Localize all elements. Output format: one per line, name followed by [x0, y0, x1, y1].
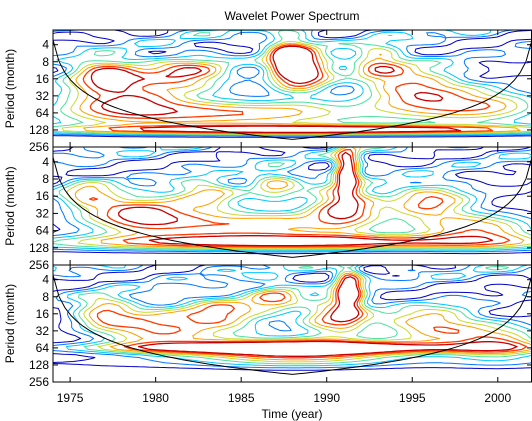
y-axis-label: Period (month) [3, 166, 17, 245]
contour-level-3 [53, 30, 532, 136]
panels-layer: 4 8 16 32 64 128 256 Period (month) 4 8 16 32 64 128 2… [3, 29, 532, 389]
cone-of-influence [53, 274, 532, 375]
contour-level-6 [74, 147, 525, 249]
y-tick-label: 64 [36, 224, 50, 238]
panel-3: 4 8 16 32 64 128 256 Period (month) [3, 264, 532, 389]
contour-level-5 [83, 271, 532, 363]
contour-level-6 [75, 43, 521, 135]
x-tick-label: 1985 [228, 391, 255, 405]
contour-level-7 [96, 274, 528, 359]
x-axis: 1975 1980 1985 1990 1995 2000 [57, 30, 511, 405]
x-tick-label: 1980 [142, 391, 169, 405]
contour-level-8 [117, 151, 494, 247]
contour-level-8 [137, 276, 518, 357]
contour-level-7 [89, 149, 511, 248]
x-tick-label: 1975 [57, 391, 84, 405]
panel-2: 4 8 16 32 64 128 256 Period (month) [3, 146, 532, 272]
x-axis-label: Time (year) [262, 407, 323, 421]
y-tick-label: 16 [36, 189, 50, 203]
y-tick-label: 128 [29, 123, 49, 137]
y-tick-label: 4 [42, 38, 49, 52]
contour-level-4 [53, 30, 532, 136]
y-tick-label: 64 [36, 341, 50, 355]
y-tick-label: 4 [42, 155, 49, 169]
y-tick-label: 256 [29, 258, 49, 272]
contour-level-1 [53, 265, 532, 371]
y-tick-label: 8 [42, 55, 49, 69]
y-tick-label: 8 [42, 172, 49, 186]
y-tick-label: 32 [36, 324, 50, 338]
y-tick-label: 64 [36, 106, 50, 120]
y-tick-label: 4 [42, 273, 49, 287]
contour-group [53, 265, 532, 371]
y-axis-label: Period (month) [3, 49, 17, 128]
y-tick-label: 32 [36, 206, 50, 220]
contour-level-4 [77, 265, 532, 365]
y-tick-label: 32 [36, 89, 50, 103]
cone-of-influence [53, 39, 532, 140]
contour-level-6 [88, 272, 532, 361]
contour-group [53, 30, 532, 138]
y-tick-label: 8 [42, 290, 49, 304]
y-axis-label: Period (month) [3, 284, 17, 363]
y-tick-label: 16 [36, 307, 50, 321]
contour-level-1 [53, 30, 532, 138]
contour-level-5 [61, 41, 532, 135]
contour-level-5 [66, 147, 532, 250]
panel-1: 4 8 16 32 64 128 256 Period (month) [3, 29, 532, 154]
chart-title: Wavelet Power Spectrum [225, 9, 360, 23]
x-tick-label: 1995 [399, 391, 426, 405]
y-tick-label: 128 [29, 358, 49, 372]
contour-level-7 [82, 44, 494, 134]
y-tick-label: 128 [29, 241, 49, 255]
y-tick-label: 256 [29, 375, 49, 389]
contour-level-1 [53, 147, 532, 255]
y-tick-label: 16 [36, 72, 50, 86]
cone-of-influence [53, 156, 532, 258]
contour-group [53, 147, 532, 255]
x-tick-label: 1990 [313, 391, 340, 405]
contour-level-3 [53, 265, 532, 367]
y-tick-label: 256 [29, 140, 49, 154]
contour-level-8 [90, 45, 462, 134]
x-tick-label: 2000 [484, 391, 511, 405]
